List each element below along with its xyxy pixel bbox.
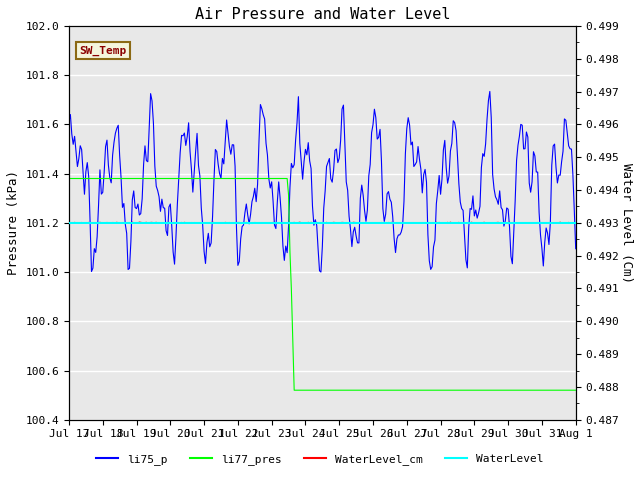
Legend: li75_p, li77_pres, WaterLevel_cm, WaterLevel: li75_p, li77_pres, WaterLevel_cm, WaterL… xyxy=(92,450,548,469)
Line: li75_p: li75_p xyxy=(69,91,576,272)
Y-axis label: Water Level (Cm): Water Level (Cm) xyxy=(620,163,633,283)
Line: li77_pres: li77_pres xyxy=(69,179,576,390)
Text: SW_Temp: SW_Temp xyxy=(79,46,126,56)
Y-axis label: Pressure (kPa): Pressure (kPa) xyxy=(7,170,20,276)
Line: WaterLevel_cm: WaterLevel_cm xyxy=(69,222,576,224)
Title: Air Pressure and Water Level: Air Pressure and Water Level xyxy=(195,7,450,22)
